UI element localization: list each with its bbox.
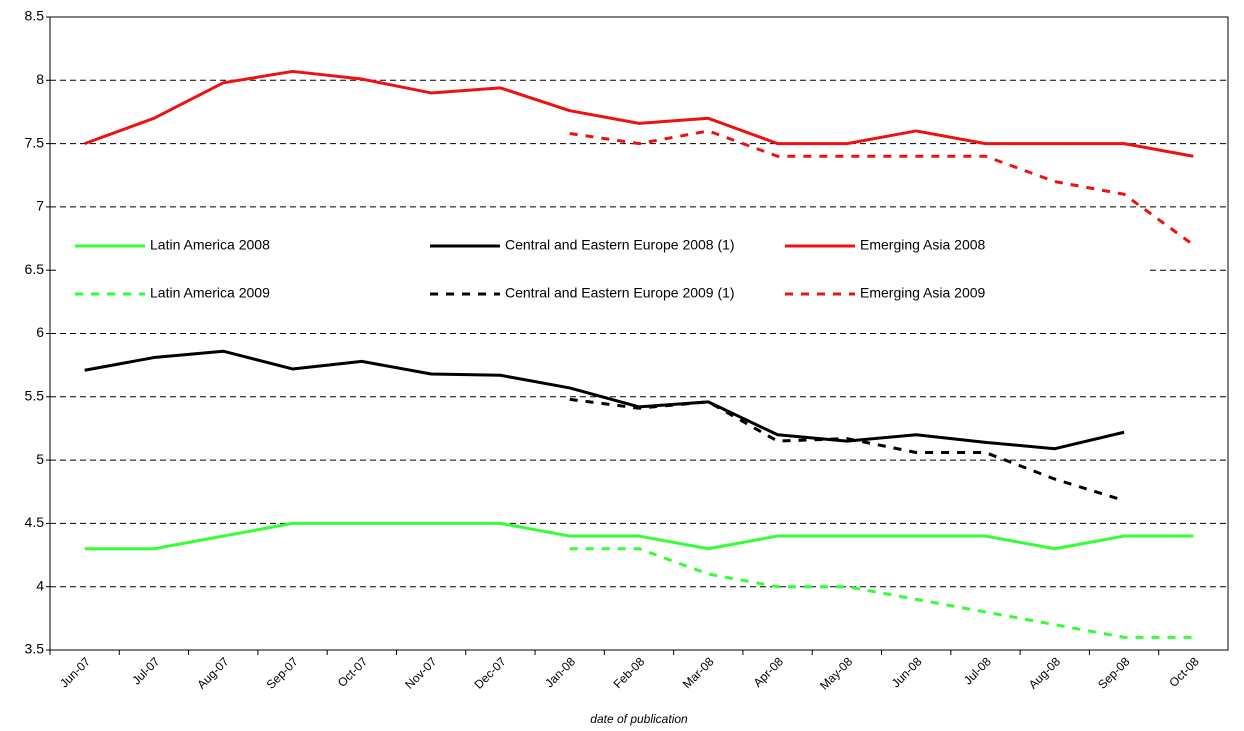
x-tick-label: Apr-08	[751, 654, 787, 690]
y-tick-label: 8.5	[25, 8, 45, 24]
series-line	[569, 547, 1194, 639]
legend-label: Emerging Asia 2009	[860, 285, 986, 301]
x-tick-label: Jul-07	[129, 654, 162, 687]
x-tick-label: Nov-07	[402, 654, 439, 691]
legend-label: Latin America 2008	[150, 237, 270, 253]
y-tick-label: 4.5	[25, 514, 45, 530]
y-tick-label: 3.5	[25, 641, 45, 657]
y-tick-label: 7.5	[25, 134, 45, 150]
x-tick-label: Jan-08	[542, 654, 578, 690]
y-tick-label: 6	[36, 324, 44, 340]
x-tick-label: Feb-08	[611, 654, 648, 691]
x-tick-label: Jun-07	[57, 654, 93, 690]
legend-box	[57, 224, 1150, 312]
x-tick-label: May-08	[817, 654, 855, 692]
y-tick-label: 6.5	[25, 261, 45, 277]
x-tick-label: Sep-07	[264, 654, 301, 691]
plot-frame	[49, 16, 1229, 651]
series-line	[84, 349, 1125, 451]
y-tick-label: 5.5	[25, 388, 45, 404]
series-line	[84, 69, 1194, 158]
y-tick-label: 5	[36, 451, 44, 467]
legend-label: Central and Eastern Europe 2009 (1)	[505, 285, 735, 301]
legend-label: Latin America 2009	[150, 285, 270, 301]
x-tick-label: Aug-08	[1026, 654, 1063, 691]
series-line	[84, 521, 1194, 551]
x-axis-label: date of publication	[590, 712, 688, 726]
x-tick-label: Dec-07	[472, 654, 509, 691]
x-tick-label: Jun-08	[889, 654, 925, 690]
y-tick-label: 8	[36, 71, 44, 87]
legend-label: Emerging Asia 2008	[860, 237, 986, 253]
x-tick-label: Sep-08	[1095, 654, 1132, 691]
y-tick-label: 4	[36, 577, 44, 593]
x-tick-label: Jul-08	[961, 654, 994, 687]
series-line	[569, 397, 1125, 503]
x-tick-label: Oct-07	[335, 654, 371, 690]
series-line	[569, 129, 1195, 247]
x-tick-label: Aug-07	[194, 654, 231, 691]
legend-label: Central and Eastern Europe 2008 (1)	[505, 237, 735, 253]
x-tick-label: Mar-08	[680, 654, 717, 691]
x-tick-label: Oct-08	[1166, 654, 1202, 690]
y-tick-label: 7	[36, 198, 44, 214]
